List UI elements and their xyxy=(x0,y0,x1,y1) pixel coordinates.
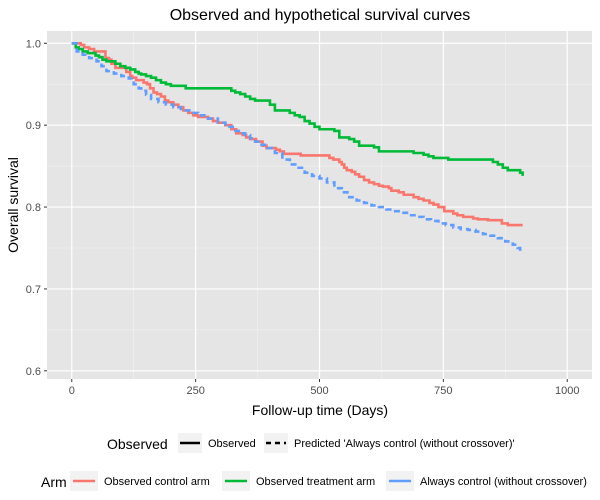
legend-label-observed: Observed xyxy=(208,438,256,450)
y-tick-label: 0.9 xyxy=(26,120,41,132)
series-line-2 xyxy=(71,41,522,252)
y-tick-label: 0.8 xyxy=(26,202,41,214)
legend-observed: Observed Observed Predicted 'Always cont… xyxy=(107,433,515,453)
series-line-0 xyxy=(71,41,523,227)
legend-label-always-control: Always control (without crossover) xyxy=(420,476,587,488)
grid-lines xyxy=(47,31,592,379)
y-tick-label: 1.0 xyxy=(26,38,41,50)
x-tick-label: 250 xyxy=(186,385,204,397)
x-axis-title: Follow-up time (Days) xyxy=(252,402,388,418)
legend-label-control: Observed control arm xyxy=(104,476,210,488)
legend-arm-title: Arm xyxy=(41,474,67,490)
legend-label-treatment: Observed treatment arm xyxy=(256,476,375,488)
y-axis: 0.6 0.7 0.8 0.9 1.0 xyxy=(26,38,47,378)
legend-label-predicted: Predicted 'Always control (without cross… xyxy=(294,438,515,450)
x-tick-label: 0 xyxy=(69,385,75,397)
x-tick-label: 500 xyxy=(310,385,328,397)
y-tick-label: 0.7 xyxy=(26,284,41,296)
x-tick-label: 750 xyxy=(434,385,452,397)
series-layer xyxy=(71,41,524,252)
x-axis: 0 250 500 750 1000 xyxy=(69,379,579,397)
legend-arm: Arm Observed control arm Observed treatm… xyxy=(41,471,587,491)
series-line-1 xyxy=(71,41,524,176)
x-tick-label: 1000 xyxy=(555,385,579,397)
chart-title: Observed and hypothetical survival curve… xyxy=(170,7,471,24)
legend-observed-title: Observed xyxy=(107,436,168,452)
y-axis-title: Overall survival xyxy=(5,157,21,253)
y-tick-label: 0.6 xyxy=(26,366,41,378)
